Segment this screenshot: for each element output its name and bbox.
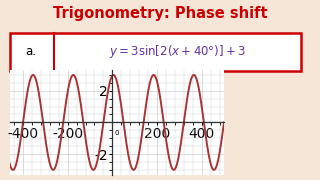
Text: $y = 3\sin[2(x + 40°)] + 3$: $y = 3\sin[2(x + 40°)] + 3$: [109, 43, 246, 60]
FancyBboxPatch shape: [10, 33, 301, 71]
Text: 0: 0: [114, 130, 119, 136]
Text: Trigonometry: Phase shift: Trigonometry: Phase shift: [53, 6, 267, 21]
Text: a.: a.: [25, 45, 36, 58]
